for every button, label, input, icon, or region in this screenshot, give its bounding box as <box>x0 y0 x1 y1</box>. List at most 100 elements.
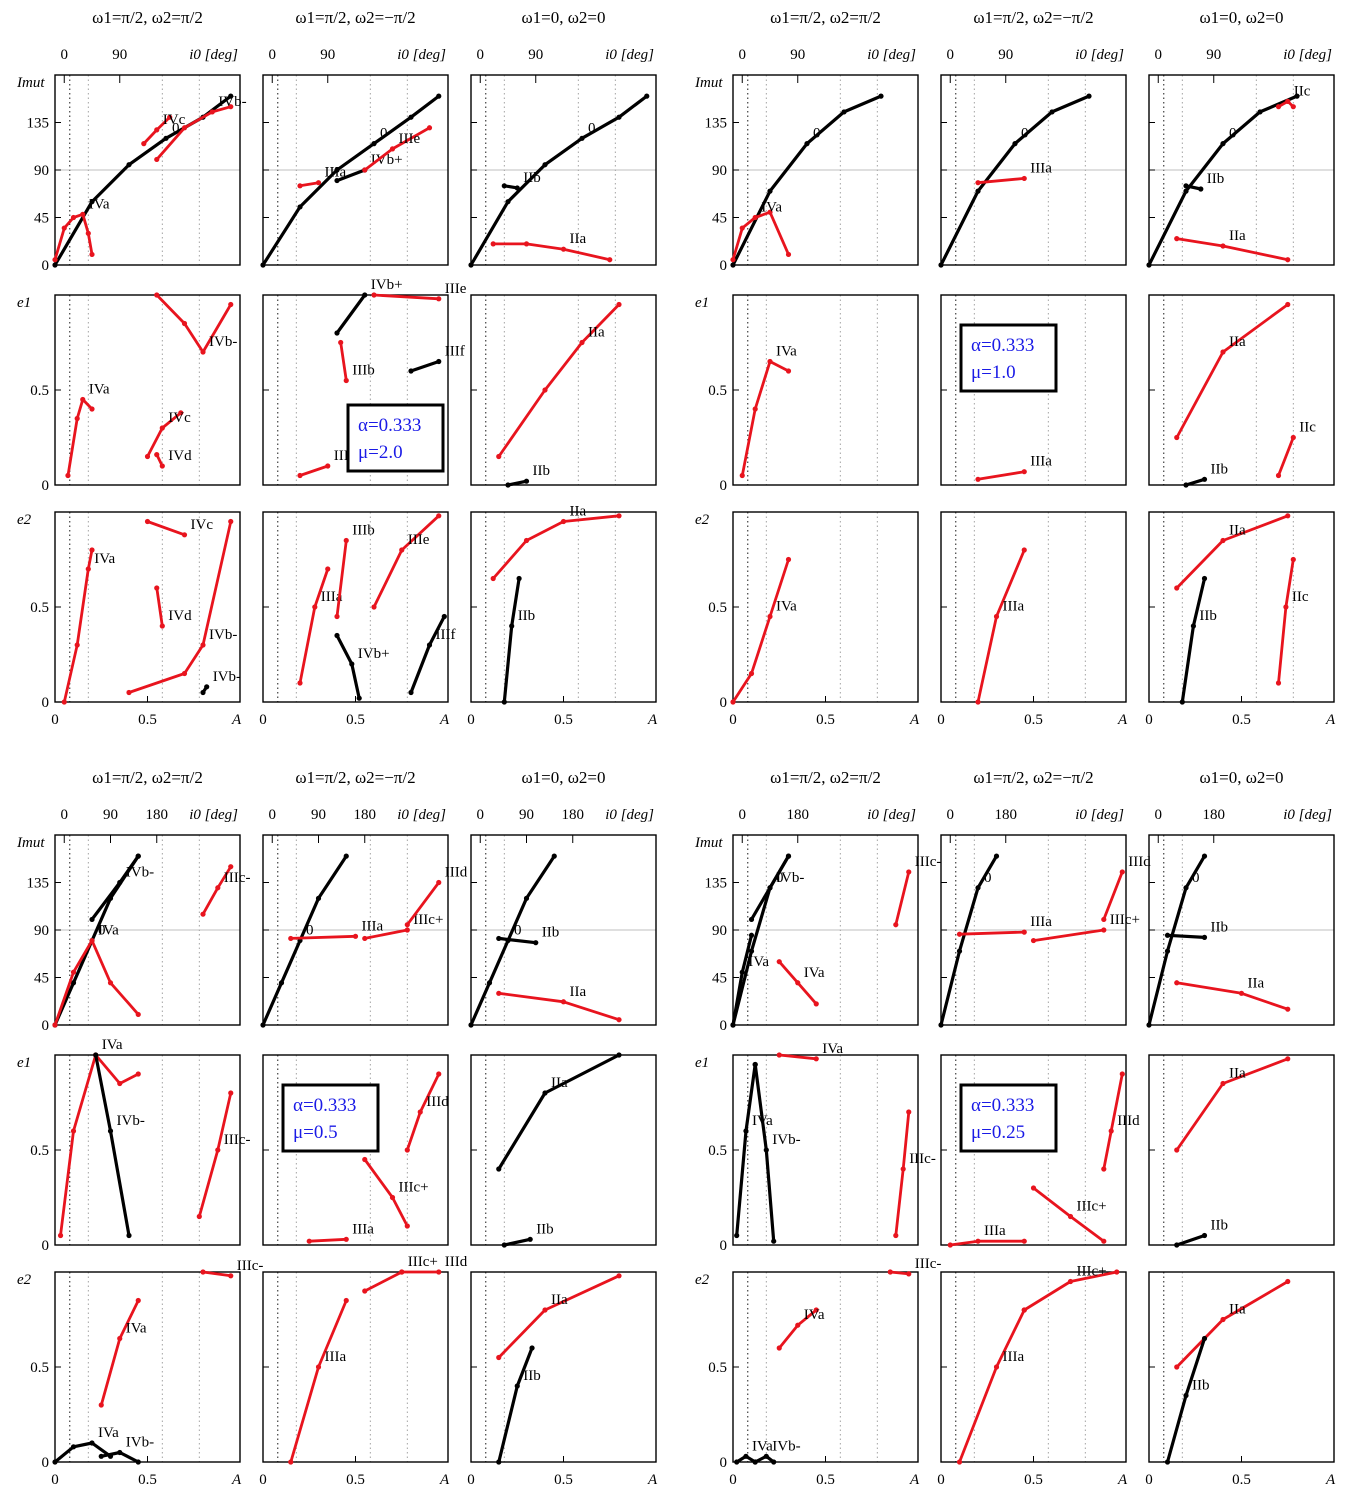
branch-point <box>1220 141 1226 147</box>
branch-point <box>126 689 132 696</box>
x-axis-label: A <box>647 712 658 728</box>
branch-point <box>752 406 758 412</box>
branch-point <box>181 125 188 131</box>
branch-point <box>771 1238 777 1244</box>
branch-curve <box>731 558 790 704</box>
branch-point <box>1021 1238 1027 1244</box>
branch-point <box>404 927 410 933</box>
branch-point <box>408 114 414 120</box>
branch-point <box>739 969 745 975</box>
alpha-value: α=0.333 <box>971 1095 1034 1116</box>
branch-point <box>334 330 340 336</box>
branch-point <box>338 339 344 346</box>
branch-point <box>739 472 745 479</box>
branch-point <box>436 93 442 99</box>
branch-point <box>734 1459 740 1465</box>
branch-point <box>356 695 362 701</box>
x-tick-label: 0.5 <box>816 712 835 728</box>
branch-point <box>209 109 215 115</box>
branch-point <box>496 1459 502 1465</box>
branch-point <box>144 518 151 525</box>
branch-point <box>1030 1185 1037 1191</box>
branch-point <box>975 1238 981 1244</box>
top-tick-label: 0 <box>269 47 277 63</box>
branch-label: IVb- <box>772 1438 800 1454</box>
branch-point <box>616 114 622 120</box>
branch-label: IIIe <box>399 131 421 147</box>
branch-point <box>1012 141 1018 147</box>
panel: IIIa IIIc+ IIId α=0.333 μ=0.5 <box>262 1054 449 1246</box>
branch-point <box>560 518 567 525</box>
branch-point <box>159 623 165 629</box>
branch-point <box>1220 1316 1226 1323</box>
branch-point <box>1285 1278 1291 1285</box>
branch-curve <box>497 936 538 945</box>
branch-label: IVb+ <box>371 277 403 293</box>
branch-point <box>408 368 414 374</box>
branch-curve <box>491 242 612 262</box>
branch-point <box>343 1236 349 1242</box>
branch-point <box>730 1022 736 1028</box>
branch-point <box>306 1238 312 1244</box>
branch-curve <box>289 934 357 940</box>
top-tick-label: 90 <box>528 47 543 63</box>
x-tick-label: 0 <box>51 712 59 728</box>
row-label: Imut <box>16 75 45 91</box>
branch-point <box>730 257 736 263</box>
chart-block: ω1=π/2, ω2=π/2 ω1=π/2, ω2=−π/2 ω1=0, ω2=0 0… <box>694 768 1336 1488</box>
branch-curve <box>155 293 233 354</box>
panel: 0 0.5 A IIa IIb <box>467 504 658 729</box>
branch-point <box>975 476 981 482</box>
branch-curve <box>1032 1186 1106 1243</box>
panel: IIa IIb <box>470 1052 657 1248</box>
branch-point <box>371 604 377 610</box>
branch-curve <box>155 586 164 628</box>
branch-label: IVc <box>163 112 186 128</box>
branch-curve <box>1102 870 1124 921</box>
x-tick-label: 0.5 <box>554 712 573 728</box>
top-tick-label: 0 <box>477 47 485 63</box>
branch-point <box>1238 990 1245 996</box>
branch-point <box>763 1453 769 1459</box>
top-tick-label: 90 <box>112 47 127 63</box>
branch-point <box>1021 1307 1027 1313</box>
branch-label: IIIc+ <box>1077 1199 1107 1215</box>
branch-point <box>975 180 981 186</box>
branch-label: IIIa <box>1030 914 1052 930</box>
branch-point <box>523 478 530 484</box>
panel: IIa IIb <box>1148 1054 1335 1248</box>
branch-curve <box>777 1053 818 1061</box>
branch-point <box>228 864 234 870</box>
branch-label: IIc <box>1292 589 1309 605</box>
panel: 0 0.5 A IIa IIb IIc <box>1145 511 1336 728</box>
x-tick-label: 0.5 <box>138 1472 157 1488</box>
branch-label: IIb <box>1207 171 1225 187</box>
branch-point <box>325 463 331 469</box>
y-tick-label: 135 <box>27 876 50 892</box>
branch-label: IIa <box>551 1075 568 1091</box>
branch-point <box>89 937 95 944</box>
branch-point <box>752 214 758 221</box>
branch-point <box>1179 699 1185 705</box>
branch-curve <box>497 991 621 1022</box>
branch-label: IIIf <box>445 344 465 360</box>
branch-point <box>501 699 507 705</box>
branch-curve <box>502 1237 532 1247</box>
branch-point <box>70 980 77 986</box>
branch-curve <box>155 105 233 161</box>
branch-label: IIIc- <box>224 1132 251 1148</box>
top-tick-label: 0 <box>61 47 69 63</box>
branch-label: IVb- <box>772 1132 800 1148</box>
branch-label: IVa <box>94 551 115 567</box>
branch-point <box>734 1232 740 1239</box>
branch-point <box>167 114 173 120</box>
branch-point <box>804 141 810 147</box>
branch-label: IIIf <box>436 627 456 643</box>
branch-point <box>616 1273 622 1279</box>
y-tick-label: 45 <box>34 211 49 227</box>
branch-point <box>1220 243 1226 249</box>
branch-point <box>163 135 169 141</box>
column-title: ω1=π/2, ω2=π/2 <box>770 768 881 787</box>
